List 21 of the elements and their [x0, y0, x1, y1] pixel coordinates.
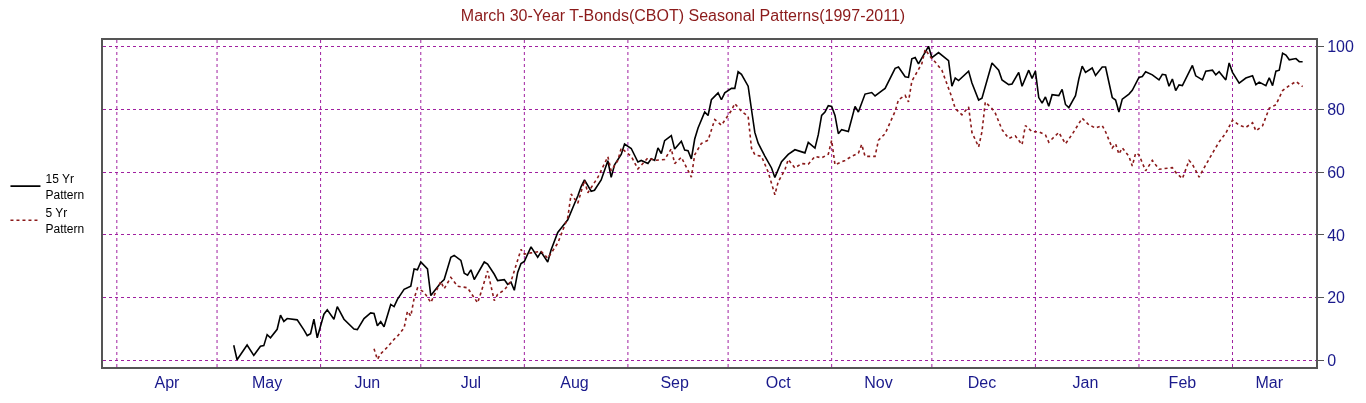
x-tick-label: Oct	[765, 374, 792, 392]
x-tick-label: Jan	[1072, 374, 1099, 392]
y-tick-label: 80	[1327, 100, 1346, 118]
legend-label: 15 Yr Pattern	[45, 171, 85, 202]
x-tick-label: May	[252, 374, 283, 392]
x-tick-label: Sep	[660, 374, 689, 392]
chart-title: March 30-Year T-Bonds(CBOT) Seasonal Patterns(1997-2011)	[460, 7, 906, 25]
y-tick-label: 100	[1327, 37, 1354, 55]
x-tick-label: Apr	[154, 374, 181, 392]
x-tick-label: Mar	[1255, 374, 1284, 392]
x-tick-label: Aug	[560, 374, 589, 392]
y-tick-label: 0	[1327, 352, 1337, 370]
x-tick-label: Nov	[864, 374, 893, 392]
x-tick-label: Jun	[354, 374, 381, 392]
x-tick-label: Feb	[1168, 374, 1197, 392]
x-tick-label: Jul	[460, 374, 482, 392]
y-tick-label: 60	[1327, 163, 1346, 181]
legend-label: 5 Yr Pattern	[45, 206, 85, 236]
y-tick-label: 40	[1327, 226, 1346, 244]
x-tick-label: Dec	[967, 374, 997, 392]
y-tick-label: 20	[1327, 289, 1346, 307]
